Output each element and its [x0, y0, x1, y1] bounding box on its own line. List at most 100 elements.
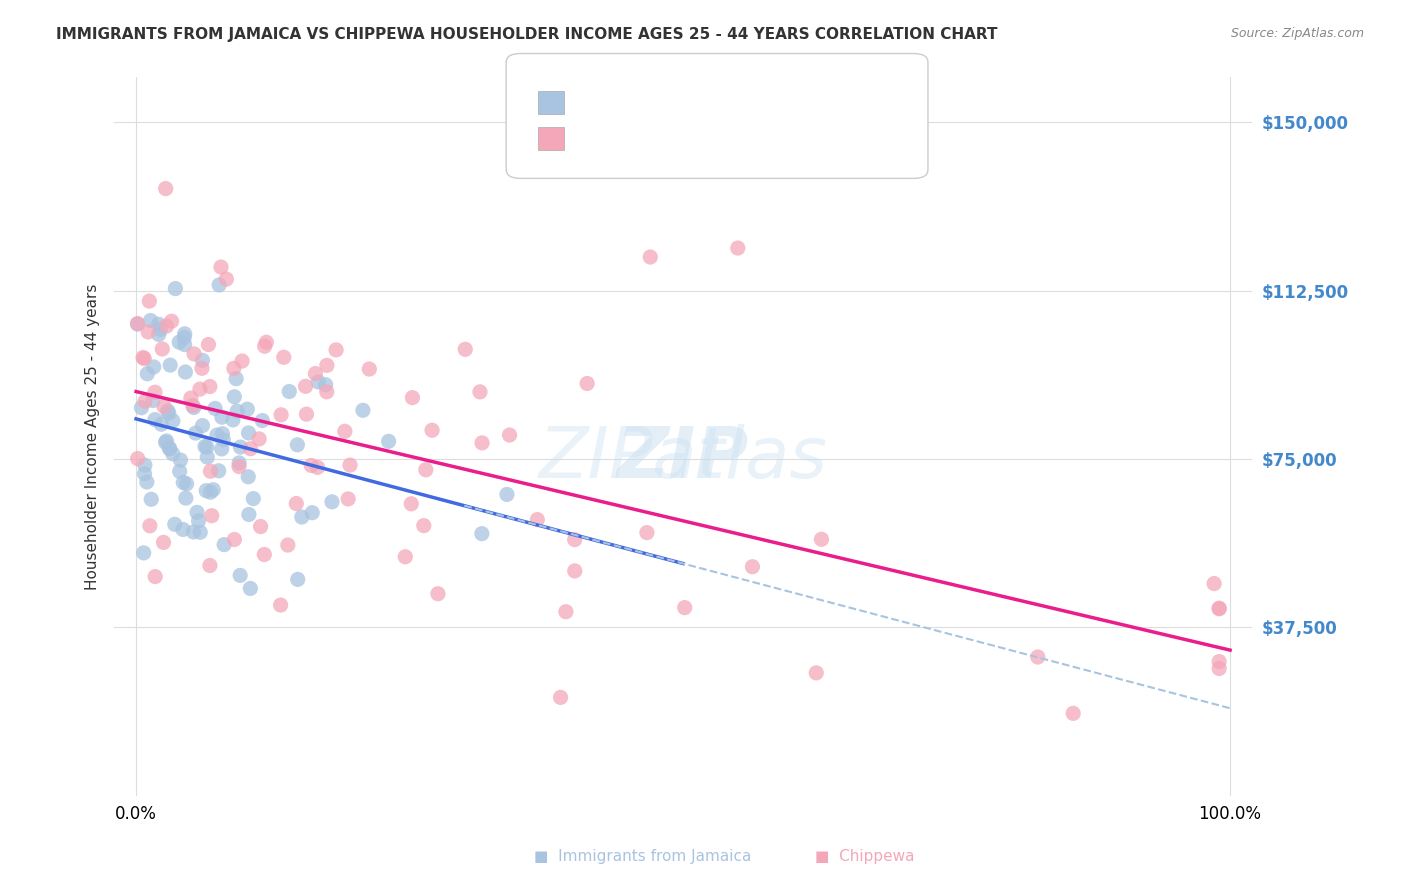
- Point: [228, 456, 250, 470]
- Point: [299, 458, 322, 473]
- Point: [471, 526, 494, 541]
- Point: [162, 447, 184, 461]
- Point: [1026, 650, 1049, 665]
- Point: [377, 434, 399, 449]
- Point: [277, 538, 299, 552]
- Point: [215, 272, 238, 286]
- Point: [181, 399, 204, 413]
- Text: R =: R =: [541, 131, 583, 145]
- Point: [576, 376, 599, 391]
- Point: [496, 487, 519, 501]
- Point: [315, 384, 337, 399]
- Point: [415, 463, 437, 477]
- Point: [468, 384, 491, 399]
- Point: [141, 492, 163, 507]
- Point: [239, 442, 262, 456]
- Point: [238, 425, 260, 440]
- Point: [211, 426, 233, 441]
- Point: [155, 434, 177, 448]
- Point: [183, 347, 205, 361]
- Point: [205, 428, 228, 442]
- Text: R = -0.358   N = 87: R = -0.358 N = 87: [574, 95, 737, 110]
- Point: [195, 450, 218, 465]
- Point: [173, 337, 195, 351]
- Point: [169, 453, 191, 467]
- Point: [401, 497, 423, 511]
- Point: [184, 425, 207, 440]
- Point: [339, 458, 361, 472]
- Point: [253, 548, 276, 562]
- Point: [188, 382, 211, 396]
- Point: [225, 372, 247, 386]
- Point: [134, 458, 156, 473]
- Point: [550, 690, 572, 705]
- Point: [231, 354, 253, 368]
- Point: [498, 428, 520, 442]
- Point: [307, 460, 329, 475]
- Point: [285, 497, 308, 511]
- Text: R = -0.492   N = 86: R = -0.492 N = 86: [574, 131, 737, 145]
- Point: [143, 412, 166, 426]
- Point: [304, 367, 326, 381]
- Point: [741, 559, 763, 574]
- Point: [204, 401, 226, 416]
- Point: [153, 400, 176, 414]
- Point: [172, 523, 194, 537]
- Point: [176, 476, 198, 491]
- Point: [1208, 601, 1230, 615]
- Point: [131, 401, 153, 415]
- Point: [148, 327, 170, 342]
- Point: [134, 394, 156, 409]
- Point: [401, 391, 423, 405]
- Point: [526, 513, 548, 527]
- Point: [132, 546, 155, 560]
- Point: [564, 564, 586, 578]
- Text: R =: R =: [541, 95, 583, 110]
- Point: [191, 361, 214, 376]
- Point: [236, 402, 259, 417]
- Point: [198, 379, 221, 393]
- Point: [1208, 601, 1230, 615]
- Point: [229, 440, 252, 454]
- Point: [162, 414, 184, 428]
- Point: [195, 483, 218, 498]
- Point: [1208, 661, 1230, 675]
- Point: [315, 359, 337, 373]
- Point: [202, 483, 225, 497]
- Point: [150, 342, 173, 356]
- Point: [273, 351, 295, 365]
- Point: [159, 358, 181, 372]
- Point: [191, 353, 214, 368]
- Point: [195, 440, 218, 454]
- Point: [242, 491, 264, 506]
- Text: ZIPatlas: ZIPatlas: [538, 424, 828, 492]
- Point: [136, 367, 159, 381]
- Point: [127, 317, 149, 331]
- Point: [198, 558, 221, 573]
- Point: [564, 533, 586, 547]
- Point: [208, 464, 231, 478]
- Point: [143, 569, 166, 583]
- Point: [188, 525, 211, 540]
- Point: [172, 475, 194, 490]
- Point: [315, 377, 337, 392]
- Point: [321, 495, 343, 509]
- Point: [143, 385, 166, 400]
- Point: [247, 432, 270, 446]
- Point: [412, 518, 434, 533]
- Point: [174, 491, 197, 505]
- Point: [270, 598, 292, 612]
- Point: [806, 665, 828, 680]
- Point: [252, 414, 274, 428]
- Point: [127, 317, 149, 331]
- Point: [142, 393, 165, 408]
- Point: [212, 538, 235, 552]
- Point: [270, 408, 292, 422]
- Point: [135, 475, 157, 489]
- Point: [294, 379, 316, 393]
- Point: [139, 313, 162, 327]
- Point: [169, 464, 191, 478]
- Point: [138, 294, 160, 309]
- Point: [191, 418, 214, 433]
- Point: [200, 464, 222, 478]
